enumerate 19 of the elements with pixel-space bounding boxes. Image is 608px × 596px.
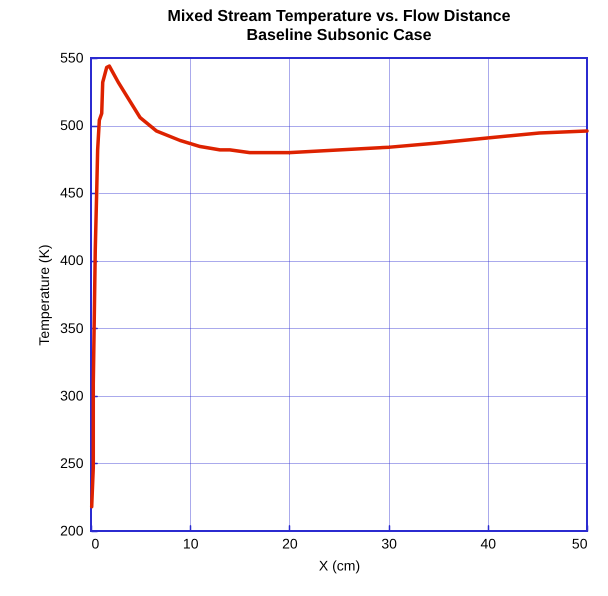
y-tick-label: 350: [60, 320, 84, 336]
x-axis-title: X (cm): [318, 558, 360, 574]
y-tick-label: 200: [60, 522, 84, 538]
y-tick-label: 500: [60, 117, 84, 134]
x-tick-label: 0: [92, 536, 100, 552]
chart-subtitle: Baseline Subsonic Case: [246, 27, 432, 44]
y-tick-label: 250: [60, 454, 84, 471]
x-tick-label: 20: [282, 536, 298, 552]
y-axis-title: Temperature (K): [36, 244, 52, 346]
chart-title: Mixed Stream Temperature vs. Flow Distance: [168, 8, 511, 25]
x-tick-label: 30: [381, 536, 398, 552]
y-tick-label: 300: [60, 387, 84, 404]
y-tick-label: 400: [60, 252, 84, 268]
x-tick-label: 10: [182, 536, 199, 552]
x-tick-label: 50: [572, 536, 588, 552]
y-tick-label: 450: [60, 184, 84, 201]
y-tick-label: 550: [60, 50, 84, 66]
line-series: [90, 64, 589, 508]
x-tick-label: 40: [480, 536, 496, 552]
